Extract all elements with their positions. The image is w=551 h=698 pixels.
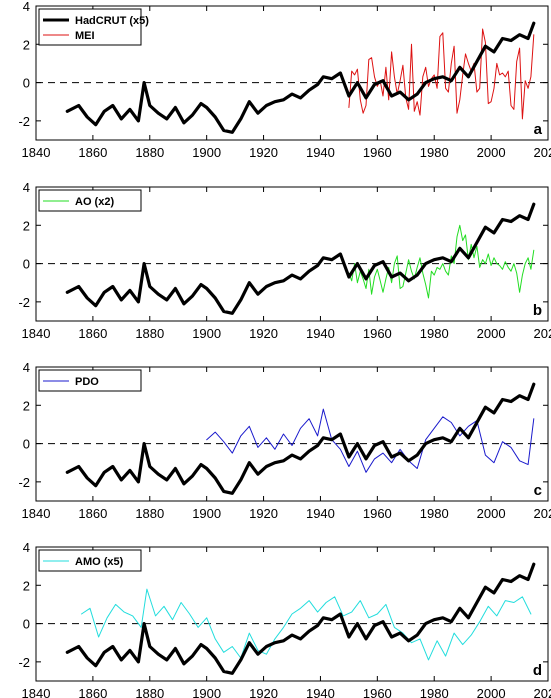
legend-box	[38, 549, 142, 572]
x-tick-label: 1940	[306, 686, 335, 698]
x-tick-label: 2020	[534, 326, 551, 341]
y-tick-label: -2	[18, 655, 30, 670]
x-tick-label: 1940	[306, 326, 335, 341]
x-tick-label: 1900	[192, 145, 221, 160]
x-tick-label: 2020	[534, 145, 551, 160]
x-tick-label: 1960	[363, 145, 392, 160]
y-tick-label: -2	[18, 475, 30, 490]
series-line-index	[81, 588, 532, 661]
y-tick-label: 2	[23, 578, 30, 593]
x-tick-label: 1900	[192, 506, 221, 521]
x-tick-label: 1980	[420, 326, 449, 341]
x-tick-label: 1980	[420, 145, 449, 160]
x-tick-label: 1980	[420, 686, 449, 698]
x-tick-label: 2000	[477, 686, 506, 698]
plot-area	[65, 562, 536, 675]
plot-area	[65, 382, 536, 495]
x-tick-label: 2000	[477, 326, 506, 341]
x-tick-label: 1900	[192, 326, 221, 341]
x-tick-label: 1980	[420, 506, 449, 521]
legend-label: AO (x2)	[75, 196, 114, 208]
panel-b: 1840186018801900192019401960198020002020…	[18, 180, 551, 341]
x-tick-label: 1940	[306, 145, 335, 160]
legend-box	[38, 189, 142, 212]
x-tick-label: 1860	[78, 506, 107, 521]
y-tick-label: -2	[18, 295, 30, 310]
x-tick-label: 2020	[534, 686, 551, 698]
x-tick-label: 1880	[135, 686, 164, 698]
x-tick-label: 1840	[22, 326, 51, 341]
panel-letter: b	[533, 302, 542, 319]
series-line-index	[206, 408, 535, 473]
x-tick-label: 1960	[363, 326, 392, 341]
series-line-hadcrut	[65, 562, 536, 675]
plot-area	[65, 202, 536, 315]
x-tick-label: 1920	[249, 145, 278, 160]
x-tick-label: 1860	[78, 326, 107, 341]
series-line-hadcrut	[65, 382, 536, 495]
x-tick-label: 2020	[534, 506, 551, 521]
panel-d: 1840186018801900192019401960198020002020…	[18, 540, 551, 698]
y-tick-label: 0	[23, 257, 30, 272]
x-tick-label: 2000	[477, 145, 506, 160]
x-tick-label: 2000	[477, 506, 506, 521]
x-tick-label: 1920	[249, 686, 278, 698]
legend-label: AMO (x5)	[75, 556, 124, 568]
x-tick-label: 1880	[135, 506, 164, 521]
y-tick-label: 0	[23, 617, 30, 632]
series-line-hadcrut	[65, 21, 536, 134]
y-tick-label: 2	[23, 37, 30, 52]
panel-letter: a	[534, 121, 543, 138]
y-tick-label: 0	[23, 76, 30, 91]
y-tick-label: 4	[23, 0, 30, 14]
series-line-index	[348, 224, 535, 299]
panel-letter: d	[533, 662, 542, 679]
x-tick-label: 1840	[22, 506, 51, 521]
plot-area	[65, 21, 536, 134]
series-line-hadcrut	[65, 202, 536, 315]
x-tick-label: 1920	[249, 506, 278, 521]
legend-box	[38, 369, 142, 392]
x-tick-label: 1960	[363, 686, 392, 698]
legend-label: HadCRUT (x5)	[75, 15, 149, 27]
y-tick-label: 4	[23, 180, 30, 195]
x-tick-label: 1920	[249, 326, 278, 341]
y-tick-label: 4	[23, 540, 30, 555]
y-tick-label: 2	[23, 218, 30, 233]
legend-label: PDO	[75, 376, 99, 388]
x-tick-label: 1900	[192, 686, 221, 698]
y-tick-label: 4	[23, 360, 30, 375]
legend-label: MEI	[75, 30, 95, 42]
x-tick-label: 1840	[22, 145, 51, 160]
x-tick-label: 1860	[78, 145, 107, 160]
panel-letter: c	[534, 482, 542, 499]
x-tick-label: 1960	[363, 506, 392, 521]
x-tick-label: 1860	[78, 686, 107, 698]
x-tick-label: 1840	[22, 686, 51, 698]
panel-a: 1840186018801900192019401960198020002020…	[18, 0, 551, 160]
x-tick-label: 1940	[306, 506, 335, 521]
y-tick-label: -2	[18, 114, 30, 129]
x-tick-label: 1880	[135, 326, 164, 341]
x-tick-label: 1880	[135, 145, 164, 160]
y-tick-label: 0	[23, 437, 30, 452]
legend-box	[38, 8, 142, 46]
panel-c: 1840186018801900192019401960198020002020…	[18, 360, 551, 521]
y-tick-label: 2	[23, 398, 30, 413]
